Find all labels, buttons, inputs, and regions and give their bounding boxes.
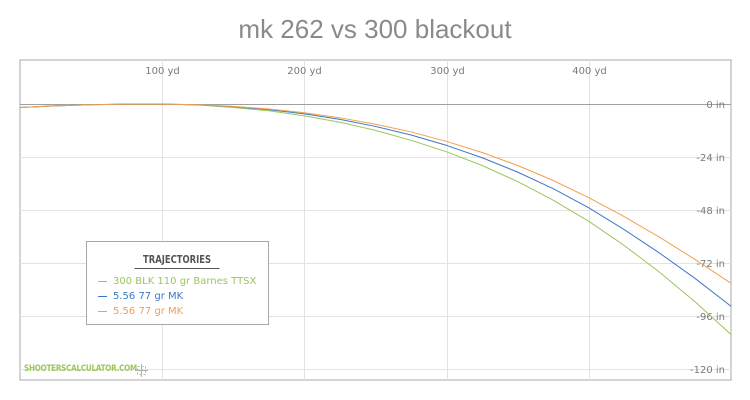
- x-tick-label-0: 100 yd: [145, 66, 180, 77]
- series-lines: [19, 103, 732, 335]
- y-tick-label-1: -24 in: [696, 153, 725, 164]
- legend-item-556-orange[interactable]: 5.56 77 gr MK: [98, 306, 183, 317]
- legend-swatch-300blk: [98, 280, 107, 282]
- legend-swatch-556-blue: [98, 295, 107, 297]
- series-line-2: [19, 103, 732, 284]
- legend: TRAJECTORIES 300 BLK 110 gr Barnes TTSX …: [86, 241, 269, 325]
- x-tick-label-2: 300 yd: [430, 66, 465, 77]
- y-tick-label-2: -48 in: [696, 206, 725, 217]
- x-tick-label-3: 400 yd: [572, 66, 607, 77]
- legend-title: TRAJECTORIES: [87, 253, 268, 269]
- y-tick-label-0: 0 in: [706, 100, 725, 111]
- x-tick-labels: 100 yd 200 yd 300 yd 400 yd: [145, 66, 607, 77]
- legend-swatch-556-orange: [98, 310, 107, 312]
- y-tick-label-3: -72 in: [696, 259, 725, 270]
- x-tick-label-1: 200 yd: [287, 66, 322, 77]
- legend-label-556-blue: 5.56 77 gr MK: [113, 291, 184, 302]
- legend-label-300blk: 300 BLK 110 gr Barnes TTSX: [113, 276, 257, 287]
- chart-title: mk 262 vs 300 blackout: [238, 14, 512, 44]
- watermark-text[interactable]: SHOOTERSCALCULATOR.COM: [24, 364, 137, 374]
- plot-area: [19, 59, 732, 381]
- legend-item-300blk[interactable]: 300 BLK 110 gr Barnes TTSX: [98, 276, 256, 287]
- legend-item-556-blue[interactable]: 5.56 77 gr MK: [98, 291, 183, 302]
- legend-label-556-orange: 5.56 77 gr MK: [113, 306, 184, 317]
- y-tick-label-4: -96 in: [696, 312, 725, 323]
- y-tick-label-5: -120 in: [690, 365, 725, 376]
- crosshair-icon[interactable]: [135, 364, 148, 377]
- y-tick-labels: 0 in -24 in -48 in -72 in -96 in -120 in: [690, 100, 725, 376]
